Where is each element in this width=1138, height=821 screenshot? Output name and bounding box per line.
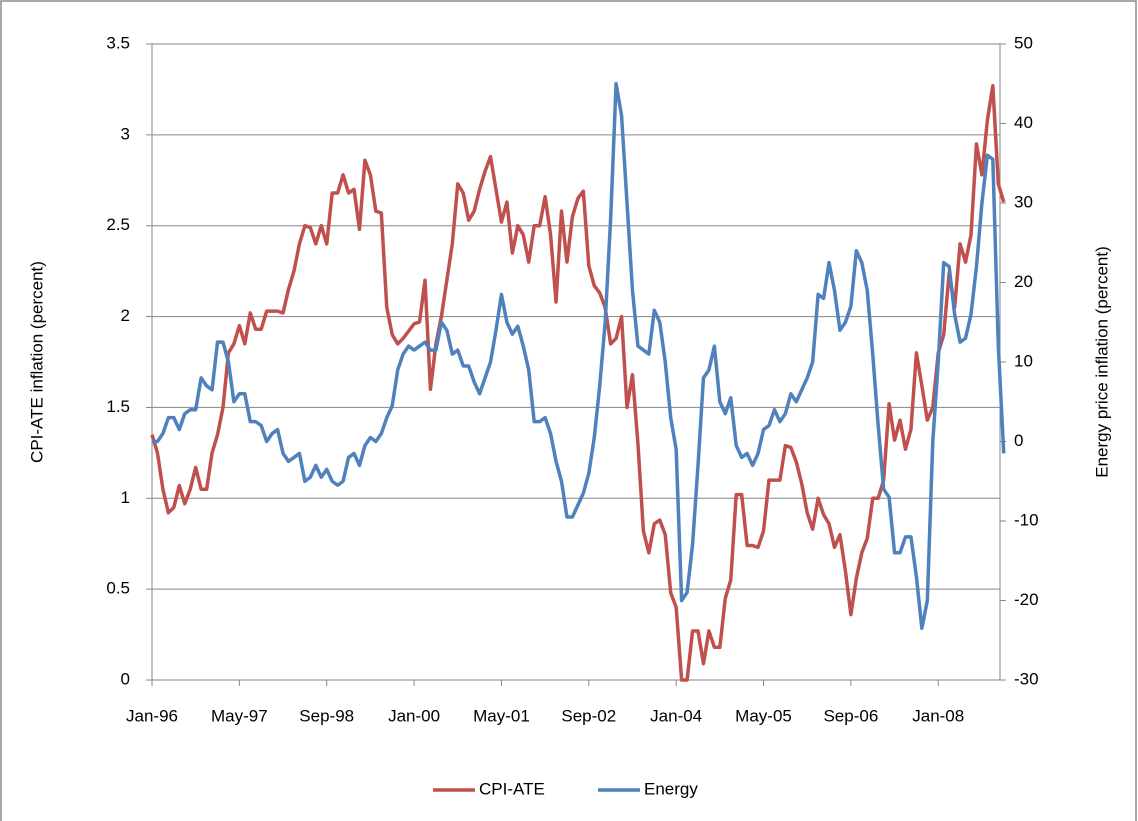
y-tick-label: 2.5 <box>106 215 130 234</box>
x-tick-label: Jan-04 <box>650 706 702 725</box>
y2-tick-label: 0 <box>1014 431 1023 450</box>
y2-axis-title: Energy price inflation (percent) <box>1092 246 1111 478</box>
y-tick-label: 1.5 <box>106 397 130 416</box>
y-tick-label: 3 <box>121 124 130 143</box>
x-tick-label: Sep-98 <box>299 706 354 725</box>
x-tick-label: Sep-02 <box>561 706 616 725</box>
x-tick-label: Jan-08 <box>912 706 964 725</box>
y-tick-label: 0 <box>121 669 130 688</box>
y-tick-label: 3.5 <box>106 33 130 52</box>
y2-tick-label: 40 <box>1014 113 1033 132</box>
y2-tick-label: -20 <box>1014 590 1039 609</box>
y-tick-label: 0.5 <box>106 579 130 598</box>
y2-tick-label: 10 <box>1014 351 1033 370</box>
y2-tick-label: 50 <box>1014 33 1033 52</box>
y-tick-label: 1 <box>121 488 130 507</box>
legend-label: Energy <box>644 779 698 798</box>
y2-tick-label: -30 <box>1014 669 1039 688</box>
x-tick-label: May-01 <box>473 706 530 725</box>
x-tick-label: Sep-06 <box>823 706 878 725</box>
y-tick-label: 2 <box>121 306 130 325</box>
x-tick-label: May-05 <box>735 706 792 725</box>
series-line <box>152 82 1006 631</box>
x-tick-label: Jan-96 <box>126 706 178 725</box>
y-axis-title: CPI-ATE inflation (percent) <box>27 261 46 463</box>
x-tick-label: Jan-00 <box>388 706 440 725</box>
x-tick-label: May-97 <box>211 706 268 725</box>
y2-tick-label: -10 <box>1014 510 1039 529</box>
y2-tick-label: 30 <box>1014 192 1033 211</box>
series-line <box>150 84 1006 682</box>
legend-label: CPI-ATE <box>479 779 545 798</box>
y2-tick-label: 20 <box>1014 272 1033 291</box>
